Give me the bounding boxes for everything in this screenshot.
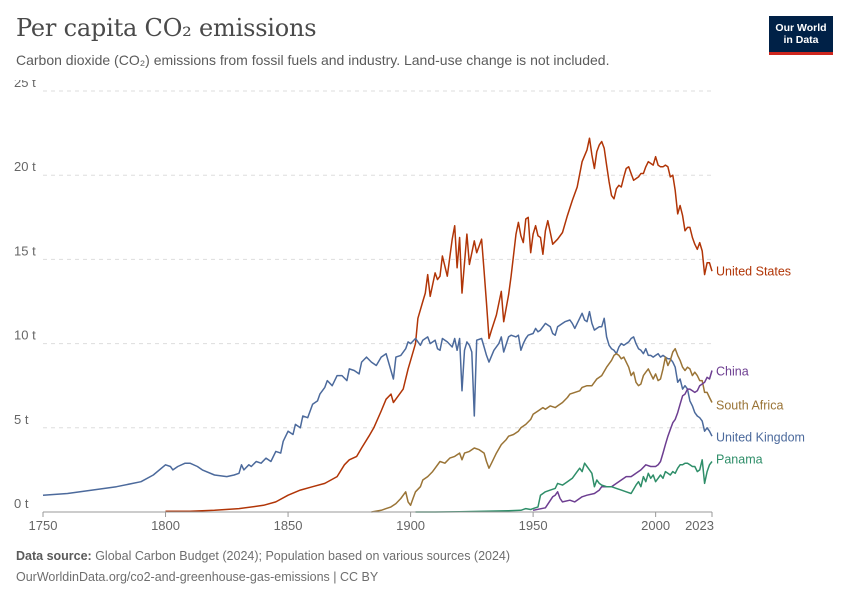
source-link[interactable]: OurWorldinData.org/co2-and-greenhouse-ga… (16, 570, 379, 584)
source-text: Global Carbon Budget (2024); Population … (91, 549, 511, 563)
logo-line-1: Our World (775, 22, 827, 34)
x-tick-label: 1800 (151, 518, 180, 533)
y-tick-label: 0 t (14, 496, 29, 511)
series-line-united-kingdom[interactable] (42, 310, 713, 496)
series-line-south-africa[interactable] (371, 347, 713, 513)
grid: 0 t 5 t 10 t 15 t 20 t 25 t (14, 80, 712, 511)
chart-subtitle: Carbon dioxide (CO₂) emissions from foss… (16, 52, 610, 68)
y-tick-label: 25 t (14, 80, 36, 90)
y-tick-label: 15 t (14, 243, 36, 258)
owid-logo[interactable]: Our World in Data (769, 16, 833, 55)
series-label-united-kingdom[interactable]: United Kingdom (716, 430, 805, 444)
y-tick-label: 5 t (14, 412, 29, 427)
series-lines (42, 137, 713, 513)
series-label-china[interactable]: China (716, 364, 749, 378)
y-tick-label: 20 t (14, 159, 36, 174)
x-axis: 1750 1800 1850 1900 1950 2000 2023 (29, 511, 714, 533)
source-label: Data source: (16, 549, 92, 563)
series-label-south-africa[interactable]: South Africa (716, 398, 783, 412)
series-line-panama[interactable] (415, 459, 713, 513)
x-tick-label: 2023 (685, 518, 714, 533)
y-tick-label: 10 t (14, 328, 36, 343)
logo-line-2: in Data (783, 34, 819, 46)
x-tick-label: 1750 (29, 518, 58, 533)
series-label-panama[interactable]: Panama (716, 452, 763, 466)
x-tick-label: 1950 (519, 518, 548, 533)
series-line-united-states[interactable] (165, 137, 713, 513)
series-labels: United States United Kingdom South Africa C… (716, 264, 805, 466)
x-tick-label: 1900 (396, 518, 425, 533)
x-tick-label: 2000 (641, 518, 670, 533)
series-line-china[interactable] (532, 370, 713, 512)
source-note: Data source: Global Carbon Budget (2024)… (16, 549, 510, 563)
line-chart: 0 t5 t10 t15 t20 t25 t United StatesUnit… (14, 80, 805, 533)
series-label-united-states[interactable]: United States (716, 264, 791, 278)
chart-title: Per capita CO₂ emissions (16, 14, 317, 42)
x-tick-label: 1850 (274, 518, 303, 533)
